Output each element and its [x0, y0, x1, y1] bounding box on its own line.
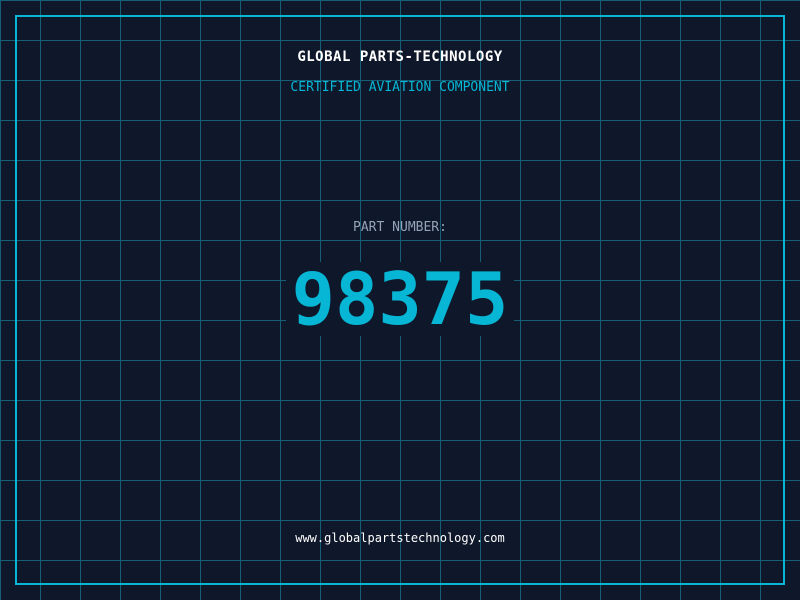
company-title: GLOBAL PARTS-TECHNOLOGY: [297, 49, 503, 65]
website-url: www.globalpartstechnology.com: [295, 531, 505, 545]
part-number-container: 98375: [0, 262, 800, 336]
part-number-value: 98375: [285, 262, 515, 336]
border-frame: [15, 15, 785, 585]
certification-subtitle: CERTIFIED AVIATION COMPONENT: [290, 80, 510, 95]
part-number-label: PART NUMBER:: [353, 220, 447, 235]
